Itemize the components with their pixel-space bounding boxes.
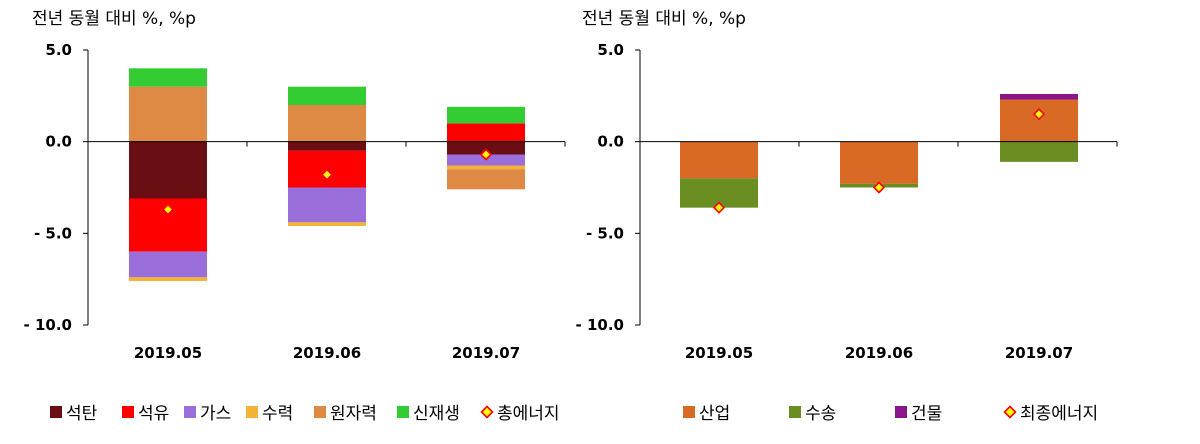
bar-segment-수력-2019.06: [288, 222, 366, 226]
bar-segment-수송-2019.07: [1000, 141, 1078, 162]
legend-label-건물: 건물: [911, 404, 942, 424]
y-tick-label: 0.0: [597, 133, 624, 151]
total-marker-2019.06: [320, 168, 334, 181]
bar-segment-신재생-2019.07: [447, 106, 525, 124]
legend-label-석유: 석유: [138, 404, 169, 424]
total-marker-2019.07: [1032, 108, 1046, 121]
bar-segment-수력-2019.05: [129, 277, 207, 281]
legend-swatch-최종에너지: [1003, 405, 1017, 419]
legend-swatch-석유: [122, 406, 134, 418]
legend-swatch-총에너지: [480, 405, 494, 419]
legend-swatch-석탄: [50, 406, 62, 418]
legend-label-최종에너지: 최종에너지: [1020, 404, 1098, 424]
y-tick-label: - 5.0: [586, 224, 624, 242]
total-marker-2019.06: [872, 181, 886, 194]
y-axis-unit-label: 전년 동월 대비 %, %p: [582, 9, 746, 29]
y-tick-label: - 10.0: [576, 316, 624, 334]
bar-segment-원자력-2019.07: [447, 169, 525, 190]
legend-swatch-수력: [246, 406, 258, 418]
y-tick-label: 0.0: [45, 133, 72, 151]
bar-segment-가스-2019.05: [129, 251, 207, 278]
y-tick-label: 5.0: [45, 41, 72, 59]
legend-swatch-신재생: [397, 406, 409, 418]
legend-label-가스: 가스: [200, 404, 231, 424]
total-marker-2019.05: [161, 203, 175, 216]
legend-label-수력: 수력: [262, 404, 293, 424]
x-category-label: 2019.05: [134, 344, 202, 362]
legend-label-총에너지: 총에너지: [497, 404, 560, 424]
bar-segment-가스-2019.06: [288, 187, 366, 223]
bar-segment-석유-2019.07: [447, 123, 525, 142]
bar-segment-원자력-2019.05: [129, 86, 207, 142]
x-category-label: 2019.06: [293, 344, 361, 362]
bar-segment-신재생-2019.05: [129, 68, 207, 87]
total-marker-2019.07: [479, 148, 493, 161]
legend-swatch-원자력: [314, 406, 326, 418]
bar-segment-신재생-2019.06: [288, 86, 366, 105]
bar-segment-수력-2019.07: [447, 165, 525, 170]
legend-swatch-산업: [683, 406, 695, 418]
bar-segment-산업-2019.06: [840, 141, 918, 184]
y-tick-label: 5.0: [597, 41, 624, 59]
bar-segment-석탄-2019.07: [447, 141, 525, 155]
legend-swatch-건물: [895, 406, 907, 418]
bar-segment-석탄-2019.05: [129, 141, 207, 199]
legend-label-원자력: 원자력: [330, 404, 377, 424]
bar-segment-석탄-2019.06: [288, 141, 366, 151]
bar-segment-원자력-2019.06: [288, 105, 366, 142]
x-category-label: 2019.05: [685, 344, 753, 362]
y-tick-label: - 10.0: [24, 316, 72, 334]
x-category-label: 2019.06: [845, 344, 913, 362]
y-axis-unit-label: 전년 동월 대비 %, %p: [32, 9, 196, 29]
legend-label-신재생: 신재생: [413, 404, 460, 424]
bar-segment-산업-2019.05: [680, 141, 758, 179]
legend-swatch-수송: [789, 406, 801, 418]
legend-label-수송: 수송: [805, 404, 836, 424]
legend-label-석탄: 석탄: [66, 404, 98, 424]
legend-label-산업: 산업: [699, 404, 730, 424]
legend-swatch-가스: [184, 406, 196, 418]
bar-segment-산업-2019.07: [1000, 99, 1078, 142]
x-category-label: 2019.07: [452, 344, 520, 362]
total-marker-2019.05: [712, 201, 726, 214]
y-tick-label: - 5.0: [34, 224, 72, 242]
x-category-label: 2019.07: [1005, 344, 1073, 362]
bar-segment-건물-2019.07: [1000, 94, 1078, 100]
